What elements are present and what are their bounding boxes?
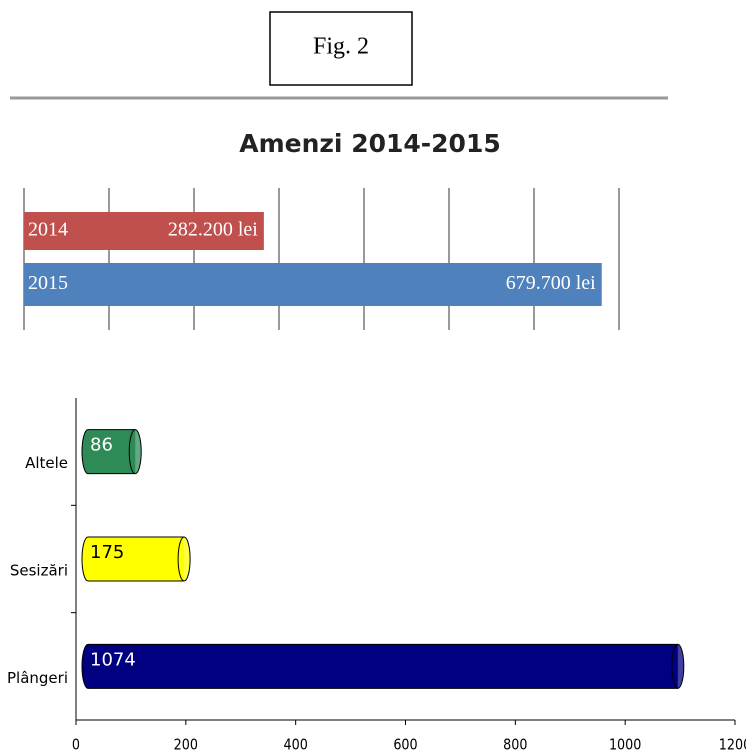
category-label: 2014: [28, 219, 68, 241]
category-label: Altele: [25, 454, 68, 472]
bar-cap-end: [671, 643, 685, 689]
value-label: 679.700 lei: [506, 272, 596, 294]
x-tick-label: 800: [503, 736, 527, 753]
value-label: 86: [90, 435, 113, 456]
bar-cap-end: [128, 429, 142, 475]
x-tick-label: 0: [72, 736, 80, 753]
bar-cap-end: [177, 536, 191, 582]
x-tick-label: 200: [174, 736, 198, 753]
bar: [24, 263, 602, 306]
x-tick-label: 1000: [609, 736, 641, 753]
value-label: 175: [90, 542, 124, 563]
category-label: Plângeri: [7, 669, 68, 687]
x-tick-label: 1200: [719, 736, 746, 753]
x-tick-label: 600: [393, 736, 417, 753]
category-label: Sesizări: [10, 562, 68, 580]
value-label: 282.200 lei: [168, 219, 258, 241]
bar: [88, 537, 185, 581]
bar: [88, 429, 136, 474]
category-label: 2015: [28, 272, 68, 294]
x-tick-label: 400: [284, 736, 308, 753]
figure-box: [269, 11, 413, 86]
value-label: 1074: [90, 649, 136, 670]
bar: [88, 644, 678, 689]
bar: [24, 212, 264, 250]
figure-label: Fig. 2: [313, 34, 369, 60]
chart-title: Amenzi 2014-2015: [239, 129, 501, 158]
